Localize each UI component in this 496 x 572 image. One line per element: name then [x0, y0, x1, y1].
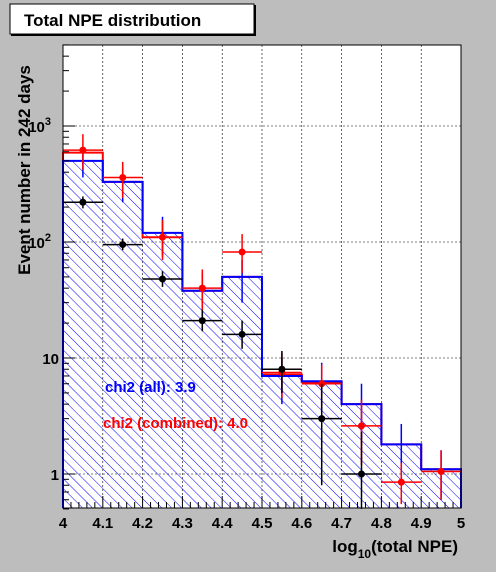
red-point — [238, 248, 246, 256]
x-tick-label: 5 — [457, 515, 465, 532]
chi2-all-annotation: chi2 (all): 3.9 — [105, 379, 196, 396]
red-point — [437, 468, 445, 476]
black-point — [238, 330, 246, 338]
y-tick-label: 1 — [51, 467, 59, 484]
red-point — [79, 146, 87, 154]
x-tick-labels: 4 4.1 4.2 4.3 4.4 4.5 4.6 4.7 4.8 4.9 5 — [59, 515, 465, 532]
x-tick-label: 4.3 — [172, 515, 193, 532]
black-point — [198, 317, 206, 325]
red-point — [198, 284, 206, 292]
hatched-bar — [63, 160, 103, 508]
black-point — [79, 198, 87, 206]
black-point — [358, 470, 365, 478]
y-tick-label: 102 — [28, 232, 51, 252]
x-tick-label: 4.4 — [212, 515, 234, 532]
data-points — [63, 134, 461, 509]
hatched-bar — [102, 181, 143, 508]
y-tick-label: 10 — [42, 351, 59, 368]
x-tick-label: 4.8 — [371, 515, 392, 532]
hatched-bar — [222, 276, 262, 508]
x-tick-label: 4.1 — [92, 515, 113, 532]
y-tick-labels: 1 10 102 103 — [28, 116, 59, 484]
red-point — [159, 233, 166, 241]
y-tick-label: 103 — [28, 116, 51, 136]
x-tick-label: 4.6 — [291, 515, 312, 532]
chart-title: Total NPE distribution — [24, 11, 201, 30]
y-axis-title: Event number in 242 days — [15, 65, 34, 275]
black-point — [119, 241, 127, 249]
x-tick-label: 4.5 — [252, 515, 273, 532]
x-tick-label: 4 — [59, 515, 68, 532]
x-tick-label: 4.7 — [331, 515, 352, 532]
red-point — [397, 478, 405, 486]
title-box — [9, 3, 255, 35]
x-tick-label: 4.2 — [132, 515, 153, 532]
chi2-combined-annotation: chi2 (combined): 4.0 — [103, 415, 248, 432]
red-point — [358, 422, 365, 430]
x-axis-title: log10(total NPE) — [332, 537, 458, 561]
red-point — [119, 173, 127, 181]
axis-ticks — [62, 44, 462, 510]
black-point — [278, 365, 286, 373]
black-point — [159, 275, 166, 283]
x-tick-label: 4.9 — [411, 515, 432, 532]
black-point — [318, 415, 326, 423]
